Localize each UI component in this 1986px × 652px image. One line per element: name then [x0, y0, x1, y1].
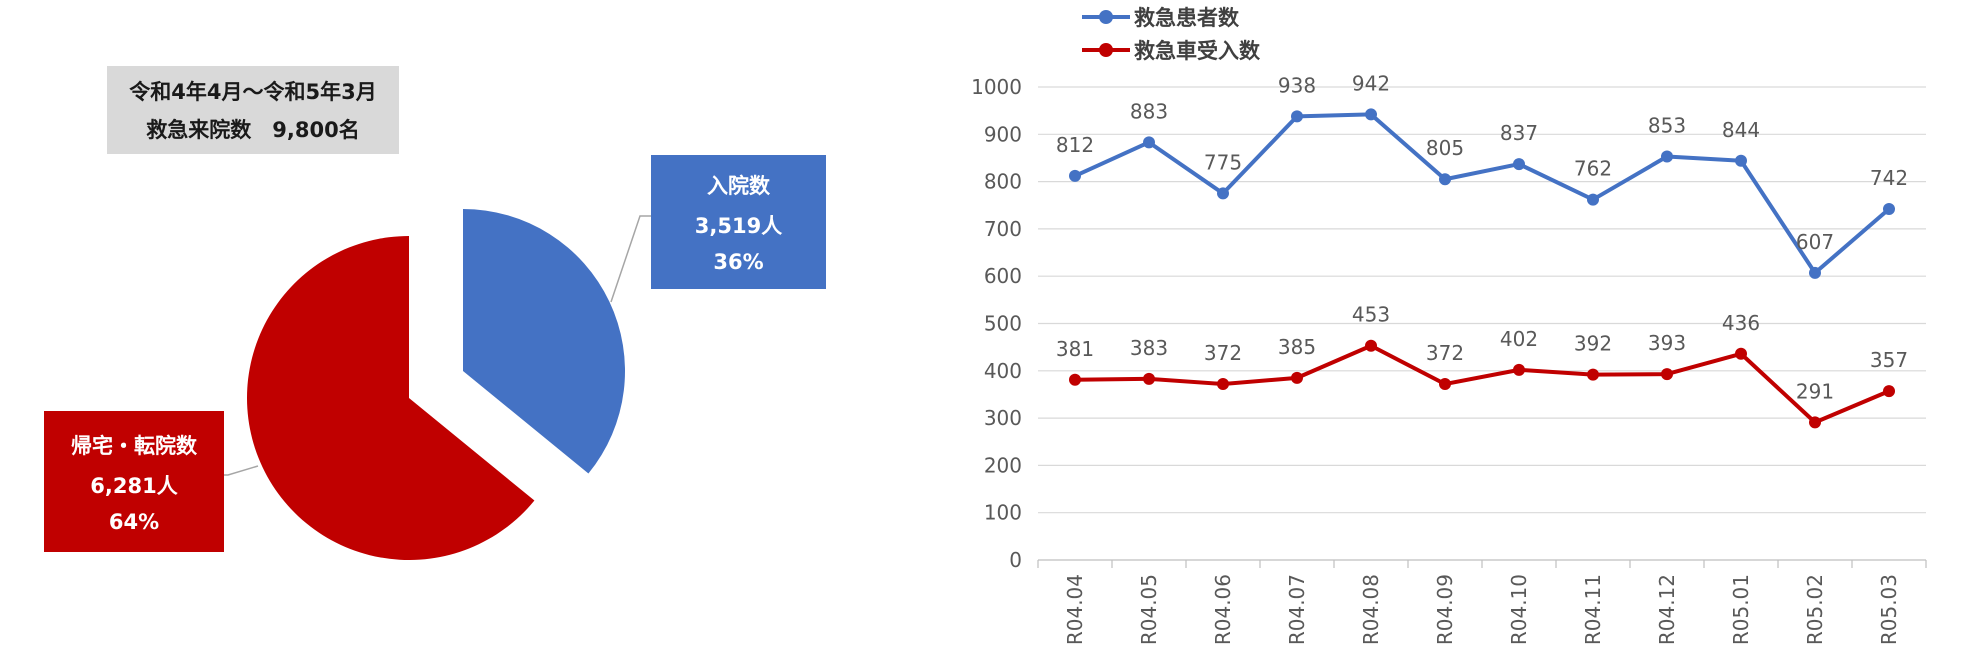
data-point-ambulance	[1143, 372, 1155, 385]
data-point-ambulance	[1513, 363, 1525, 376]
data-label-ambulance: 402	[1500, 327, 1538, 351]
data-label-patients: 812	[1056, 133, 1094, 157]
data-point-patients	[1069, 169, 1081, 182]
data-label-ambulance: 436	[1722, 311, 1760, 335]
x-tick-label: R04.05	[1137, 574, 1161, 645]
data-label-patients: 607	[1796, 230, 1834, 254]
data-point-patients	[1883, 203, 1895, 216]
callout-leader-admitted	[610, 215, 651, 303]
line-legend: 救急患者数 救急車受入数	[1082, 0, 1260, 66]
legend-label-ambulance: 救急車受入数	[1134, 38, 1260, 63]
callout-discharged-percent: 64%	[108, 509, 160, 534]
data-point-patients	[1587, 193, 1599, 206]
pie-slice-discharged	[247, 236, 535, 560]
data-label-patients: 775	[1204, 150, 1242, 174]
data-point-patients	[1513, 158, 1525, 171]
data-label-patients: 844	[1722, 118, 1760, 142]
data-label-ambulance: 372	[1426, 341, 1464, 365]
data-point-patients	[1143, 136, 1155, 149]
y-tick-label: 400	[984, 359, 1022, 383]
y-tick-label: 900	[984, 122, 1022, 146]
data-point-patients	[1439, 173, 1451, 186]
data-point-patients	[1661, 150, 1673, 163]
x-tick-label: R04.12	[1655, 574, 1679, 645]
y-tick-label: 1000	[971, 75, 1022, 99]
data-label-ambulance: 372	[1204, 341, 1242, 365]
data-point-patients	[1809, 266, 1821, 279]
summary-period: 令和4年4月～令和5年3月	[129, 80, 377, 104]
summary-box: 令和4年4月～令和5年3月 救急来院数 9,800名	[107, 66, 399, 154]
callout-discharged: 帰宅・転院数 6,281人 64%	[44, 411, 224, 552]
x-tick-label: R04.04	[1063, 574, 1087, 645]
data-point-patients	[1217, 187, 1229, 200]
callout-admitted-count: 3,519人	[694, 214, 783, 238]
y-tick-label: 500	[984, 312, 1022, 336]
data-label-ambulance: 383	[1130, 336, 1168, 360]
data-label-ambulance: 385	[1278, 335, 1316, 359]
data-label-ambulance: 392	[1574, 332, 1612, 356]
data-point-patients	[1291, 110, 1303, 123]
data-point-ambulance	[1217, 378, 1229, 391]
x-tick-label: R04.11	[1581, 574, 1605, 645]
y-tick-label: 300	[984, 406, 1022, 430]
data-label-ambulance: 381	[1056, 337, 1094, 361]
data-label-ambulance: 453	[1352, 303, 1390, 327]
callout-admitted: 入院数 3,519人 36%	[651, 155, 826, 289]
data-point-ambulance	[1365, 339, 1377, 352]
callout-admitted-percent: 36%	[713, 250, 764, 274]
callout-leader-discharged	[224, 465, 259, 476]
data-point-ambulance	[1291, 371, 1303, 384]
data-label-patients: 938	[1278, 73, 1316, 97]
data-point-ambulance	[1809, 416, 1821, 429]
data-label-patients: 805	[1426, 136, 1464, 160]
data-point-ambulance	[1883, 385, 1895, 398]
x-tick-label: R04.06	[1211, 574, 1235, 645]
data-label-patients: 837	[1500, 121, 1538, 145]
x-tick-label: R05.03	[1877, 574, 1901, 645]
y-tick-label: 700	[984, 217, 1022, 241]
legend-item-patients: 救急患者数	[1082, 0, 1260, 33]
data-label-ambulance: 291	[1796, 379, 1834, 403]
data-point-patients	[1735, 154, 1747, 167]
legend-label-patients: 救急患者数	[1134, 5, 1239, 30]
x-tick-label: R05.01	[1729, 574, 1753, 645]
x-tick-label: R04.10	[1507, 574, 1531, 645]
data-label-ambulance: 357	[1870, 348, 1908, 372]
x-tick-label: R04.08	[1359, 574, 1383, 645]
data-point-ambulance	[1661, 368, 1673, 381]
x-tick-label: R04.09	[1433, 574, 1457, 645]
y-tick-label: 200	[984, 453, 1022, 477]
data-point-ambulance	[1587, 368, 1599, 381]
summary-total: 救急来院数 9,800名	[146, 118, 360, 142]
y-tick-label: 800	[984, 170, 1022, 194]
legend-item-ambulance: 救急車受入数	[1082, 33, 1260, 66]
callout-admitted-title: 入院数	[707, 174, 770, 198]
data-point-patients	[1365, 108, 1377, 121]
series-line-patients	[1074, 112, 1891, 275]
x-tick-label: R05.02	[1803, 574, 1827, 645]
x-tick-label: R04.07	[1285, 574, 1309, 645]
data-label-patients: 762	[1574, 157, 1612, 181]
data-point-ambulance	[1069, 373, 1081, 386]
pie-slice-admitted	[463, 209, 625, 474]
callout-discharged-count: 6,281人	[90, 473, 178, 498]
y-tick-label: 0	[1009, 548, 1022, 572]
series-line-ambulance	[1074, 343, 1890, 425]
data-point-ambulance	[1735, 347, 1747, 360]
legend-swatch-ambulance	[1082, 40, 1130, 60]
data-label-patients: 883	[1130, 99, 1168, 123]
y-tick-label: 100	[984, 501, 1022, 525]
data-label-patients: 742	[1870, 166, 1908, 190]
callout-discharged-title: 帰宅・転院数	[71, 433, 197, 458]
data-label-patients: 853	[1648, 114, 1686, 138]
legend-swatch-patients	[1082, 7, 1130, 27]
data-label-patients: 942	[1352, 71, 1390, 95]
data-label-ambulance: 393	[1648, 331, 1686, 355]
data-point-ambulance	[1439, 378, 1451, 391]
y-tick-label: 600	[984, 264, 1022, 288]
